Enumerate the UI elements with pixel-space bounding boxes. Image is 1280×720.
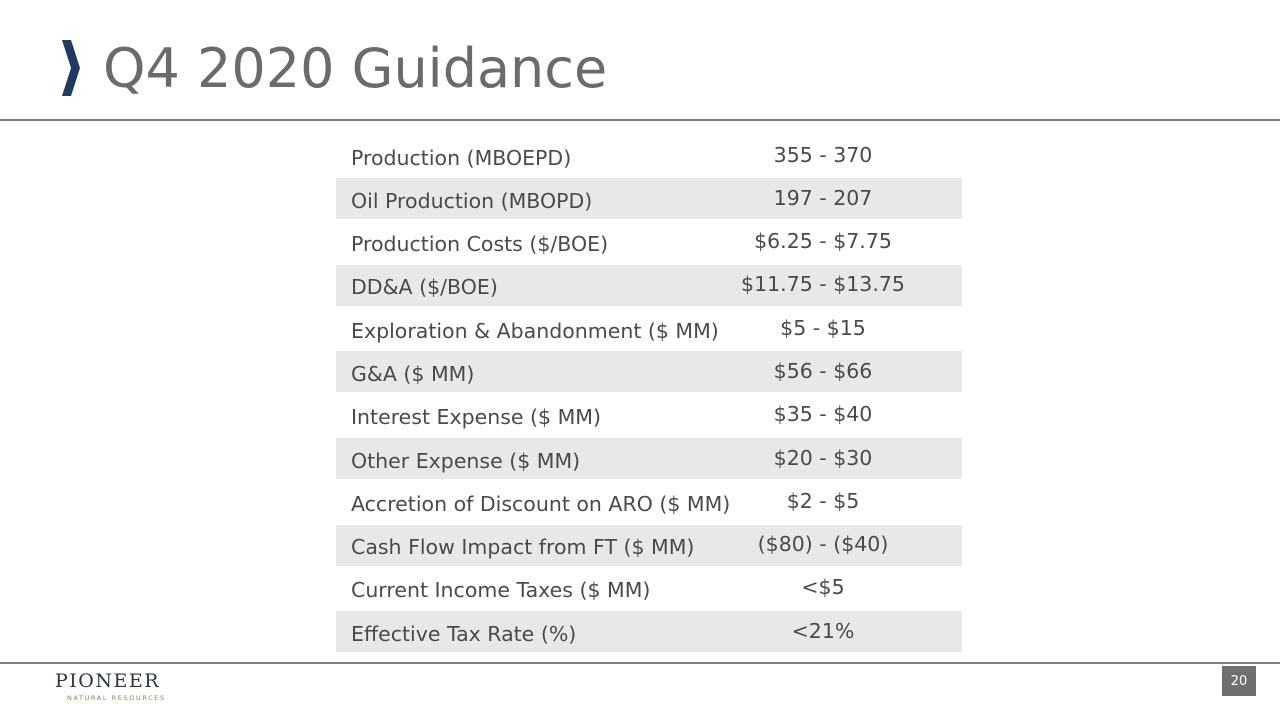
footer-divider xyxy=(0,662,1280,664)
table-row: Effective Tax Rate (%) <21% xyxy=(336,611,962,653)
row-value: $56 - $66 xyxy=(773,358,873,383)
guidance-table: Production (MBOEPD) 355 - 370 Oil Produc… xyxy=(336,135,962,655)
row-value: $6.25 - $7.75 xyxy=(754,229,892,254)
table-row: DD&A ($/BOE) $11.75 - $13.75 xyxy=(336,264,962,306)
table-row: Interest Expense ($ MM) $35 - $40 xyxy=(336,395,962,436)
row-label: Current Income Taxes ($ MM) xyxy=(351,578,651,603)
row-value: $20 - $30 xyxy=(773,445,873,470)
row-value: $35 - $40 xyxy=(773,402,873,427)
logo-wordmark: PIONEER xyxy=(55,670,161,692)
row-value: $11.75 - $13.75 xyxy=(741,272,905,297)
table-row: Other Expense ($ MM) $20 - $30 xyxy=(336,438,962,480)
table-row: G&A ($ MM) $56 - $66 xyxy=(336,351,962,393)
row-value: <$5 xyxy=(801,575,845,600)
table-row: Cash Flow Impact from FT ($ MM) ($80) - … xyxy=(336,524,962,566)
row-label: Accretion of Discount on ARO ($ MM) xyxy=(351,491,731,516)
row-label: Exploration & Abandonment ($ MM) xyxy=(351,318,719,343)
page-title: Q4 2020 Guidance xyxy=(103,37,608,100)
row-label: Production Costs ($/BOE) xyxy=(351,232,609,257)
row-value: 355 - 370 xyxy=(773,142,873,167)
table-row: Exploration & Abandonment ($ MM) $5 - $1… xyxy=(336,308,962,349)
page-number-badge: 20 xyxy=(1222,666,1256,696)
title-divider xyxy=(0,119,1280,121)
row-label: Other Expense ($ MM) xyxy=(351,448,581,473)
logo-tagline: NATURAL RESOURCES xyxy=(67,694,166,702)
row-label: Oil Production (MBOPD) xyxy=(351,188,593,213)
chevron-right-icon xyxy=(62,40,80,96)
table-row: Current Income Taxes ($ MM) <$5 xyxy=(336,568,962,609)
row-value: 197 - 207 xyxy=(773,185,873,210)
table-row: Production (MBOEPD) 355 - 370 xyxy=(336,135,962,176)
row-value: $2 - $5 xyxy=(786,488,860,513)
row-label: Production (MBOEPD) xyxy=(351,145,572,170)
row-label: Interest Expense ($ MM) xyxy=(351,405,601,430)
row-label: DD&A ($/BOE) xyxy=(351,275,498,300)
row-value: ($80) - ($40) xyxy=(757,532,889,557)
row-label: Cash Flow Impact from FT ($ MM) xyxy=(351,535,695,560)
row-value: $5 - $15 xyxy=(780,315,866,340)
table-row: Production Costs ($/BOE) $6.25 - $7.75 xyxy=(336,222,962,263)
row-value: <21% xyxy=(791,618,855,643)
table-row: Accretion of Discount on ARO ($ MM) $2 -… xyxy=(336,481,962,522)
table-row: Oil Production (MBOPD) 197 - 207 xyxy=(336,178,962,220)
company-logo: PIONEER NATURAL RESOURCES xyxy=(55,670,175,703)
row-label: Effective Tax Rate (%) xyxy=(351,621,577,646)
row-label: G&A ($ MM) xyxy=(351,361,475,386)
